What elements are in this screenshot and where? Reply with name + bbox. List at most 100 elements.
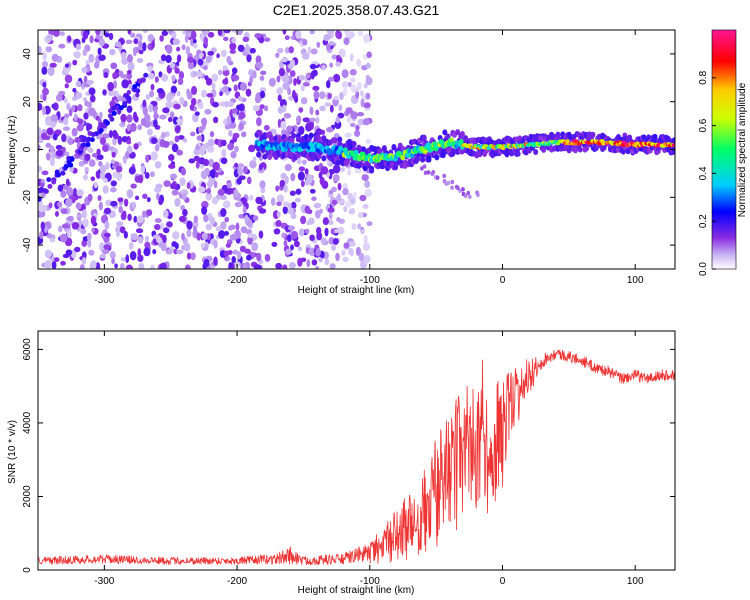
noise-cell: [98, 201, 103, 211]
noise-cell: [217, 69, 223, 76]
noise-cell: [65, 178, 70, 186]
noise-cell: [88, 87, 96, 96]
noise-cell: [138, 174, 144, 184]
noise-cell: [287, 202, 292, 209]
noise-cell: [223, 231, 230, 236]
noise-cell: [365, 138, 372, 145]
noise-cell: [91, 153, 99, 158]
noise-cell: [201, 232, 208, 240]
signal-halo-cell: [555, 131, 561, 138]
noise-cell: [142, 193, 148, 199]
noise-cell: [126, 54, 133, 63]
noise-cell: [184, 34, 189, 43]
noise-cell: [177, 135, 185, 140]
noise-cell: [224, 216, 230, 223]
noise-cell: [327, 76, 335, 82]
noise-cell: [196, 135, 203, 141]
chart-title: C2E1.2025.358.07.43.G21: [273, 2, 440, 18]
diagonal-streak-cell: [140, 77, 146, 83]
noise-cell: [332, 238, 339, 245]
noise-cell: [361, 229, 366, 234]
noise-cell: [252, 215, 259, 221]
noise-cell: [125, 72, 133, 80]
spectrogram-ytick-label: 20: [22, 96, 33, 108]
noise-cell: [259, 90, 266, 99]
noise-cell: [209, 131, 215, 138]
noise-cell: [165, 44, 173, 54]
noise-cell: [234, 261, 241, 268]
noise-cell: [144, 172, 150, 179]
signal-halo-cell: [308, 132, 314, 139]
noise-cell: [96, 154, 104, 161]
noise-cell: [252, 105, 260, 112]
signal-halo-cell: [440, 152, 446, 159]
noise-cell: [145, 154, 150, 163]
noise-cell: [84, 153, 91, 162]
noise-cell: [138, 40, 143, 50]
noise-cell: [283, 184, 288, 193]
noise-cell: [156, 236, 162, 244]
noise-cell: [121, 136, 128, 143]
noise-cell: [343, 30, 348, 34]
noise-cell: [130, 32, 136, 38]
noise-cell: [130, 183, 137, 189]
noise-cell: [244, 214, 249, 224]
noise-cell: [87, 238, 92, 248]
noise-cell: [60, 208, 68, 215]
noise-cell: [223, 30, 231, 34]
noise-cell: [110, 62, 118, 70]
noise-cell: [246, 254, 252, 261]
noise-cell: [166, 221, 173, 228]
noise-cell: [53, 30, 61, 37]
noise-cell: [201, 206, 208, 215]
noise-cell: [209, 216, 216, 225]
noise-cell: [252, 71, 257, 79]
signal-core-cell: [409, 152, 415, 159]
noise-cell: [146, 196, 151, 203]
noise-cell: [296, 158, 302, 165]
noise-cell: [358, 252, 365, 262]
signal-halo-cell: [391, 144, 397, 151]
diagonal-streak-cell: [107, 108, 113, 114]
noise-cell: [157, 242, 165, 248]
noise-cell: [41, 66, 48, 75]
noise-cell: [112, 72, 118, 80]
noise-cell: [287, 225, 295, 231]
noise-cell: [222, 200, 231, 209]
noise-cell: [236, 177, 242, 185]
noise-cell: [238, 163, 245, 168]
noise-cell: [82, 218, 89, 228]
signal-core-cell: [671, 143, 675, 147]
noise-cell: [334, 228, 339, 234]
noise-cell: [282, 82, 290, 90]
diagonal-streak-cell: [63, 163, 69, 169]
noise-cell: [50, 114, 59, 123]
noise-cell: [347, 116, 351, 124]
noise-cell: [226, 181, 232, 189]
faint-tail-cell: [463, 193, 468, 198]
diagonal-streak-cell: [104, 120, 110, 126]
noise-cell: [82, 48, 88, 57]
diagonal-streak-cell: [51, 179, 57, 185]
noise-cell: [95, 30, 101, 36]
noise-cell: [233, 84, 238, 92]
noise-cell: [223, 250, 230, 257]
noise-cell: [240, 226, 248, 234]
noise-cell: [194, 111, 200, 116]
noise-cell: [354, 129, 361, 137]
noise-cell: [158, 71, 163, 78]
noise-cell: [282, 206, 288, 215]
noise-cell: [277, 47, 284, 54]
noise-cell: [187, 32, 192, 38]
noise-cell: [312, 69, 318, 77]
noise-cell: [143, 113, 151, 123]
noise-cell: [197, 58, 204, 66]
noise-cell: [188, 158, 196, 164]
noise-cell: [336, 216, 341, 222]
noise-cell: [39, 231, 44, 240]
faint-tail-cell: [476, 192, 480, 198]
noise-cell: [90, 215, 97, 226]
noise-cell: [176, 54, 182, 63]
noise-cell: [190, 85, 198, 95]
noise-cell: [60, 260, 66, 266]
